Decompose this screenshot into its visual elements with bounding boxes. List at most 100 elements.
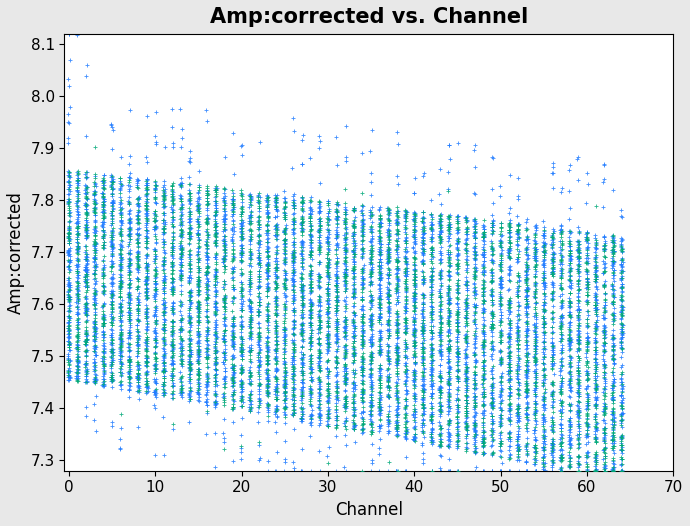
Point bbox=[244, 218, 255, 227]
Point bbox=[209, 210, 220, 219]
Point bbox=[237, 229, 248, 237]
Point bbox=[209, 374, 220, 382]
Point bbox=[106, 291, 117, 299]
Point bbox=[564, 166, 575, 174]
Point bbox=[90, 320, 101, 328]
Point bbox=[168, 275, 179, 283]
Point bbox=[521, 295, 532, 304]
Point bbox=[401, 339, 412, 348]
Point bbox=[219, 201, 230, 209]
Point bbox=[486, 277, 497, 285]
Point bbox=[495, 372, 506, 380]
Point bbox=[520, 266, 531, 275]
Point bbox=[72, 279, 83, 287]
Point bbox=[107, 270, 118, 279]
Point bbox=[279, 325, 290, 333]
Point bbox=[201, 397, 212, 406]
Point bbox=[201, 296, 212, 304]
Point bbox=[116, 264, 127, 272]
Point bbox=[132, 316, 144, 325]
Point bbox=[366, 295, 377, 304]
Point bbox=[609, 293, 620, 301]
Point bbox=[175, 297, 186, 306]
Point bbox=[322, 239, 333, 247]
Point bbox=[201, 191, 213, 199]
Point bbox=[219, 243, 230, 251]
Point bbox=[167, 345, 178, 353]
Point bbox=[192, 302, 203, 310]
Point bbox=[175, 328, 186, 336]
Point bbox=[80, 226, 91, 234]
Point bbox=[210, 333, 221, 342]
Point bbox=[97, 281, 108, 289]
Point bbox=[297, 350, 308, 359]
Point bbox=[331, 382, 342, 391]
Point bbox=[106, 318, 117, 326]
Point bbox=[504, 223, 515, 231]
Point bbox=[210, 298, 221, 307]
Point bbox=[175, 267, 186, 276]
Point bbox=[246, 251, 257, 259]
Point bbox=[90, 208, 101, 216]
Point bbox=[202, 182, 213, 190]
Point bbox=[124, 219, 135, 227]
Point bbox=[132, 370, 144, 378]
Point bbox=[63, 311, 74, 320]
Point bbox=[81, 210, 92, 219]
Point bbox=[426, 298, 437, 307]
Point bbox=[315, 258, 326, 266]
Point bbox=[253, 198, 264, 206]
Point bbox=[140, 295, 151, 303]
Point bbox=[391, 348, 402, 356]
Point bbox=[478, 267, 489, 276]
Point bbox=[426, 369, 437, 378]
Point bbox=[108, 196, 119, 205]
Point bbox=[141, 184, 152, 193]
Point bbox=[210, 309, 221, 318]
Point bbox=[313, 388, 324, 396]
Point bbox=[279, 413, 290, 421]
Point bbox=[340, 222, 351, 231]
Point bbox=[401, 418, 412, 426]
Point bbox=[470, 430, 481, 438]
Point bbox=[132, 304, 143, 312]
Point bbox=[313, 295, 324, 303]
Point bbox=[478, 297, 489, 305]
Point bbox=[555, 411, 566, 420]
Point bbox=[460, 373, 471, 382]
Point bbox=[192, 257, 203, 266]
Point bbox=[99, 366, 110, 375]
Point bbox=[123, 372, 134, 380]
Point bbox=[81, 306, 92, 314]
Point bbox=[555, 438, 566, 447]
Point bbox=[184, 304, 195, 312]
Point bbox=[150, 297, 161, 305]
Point bbox=[443, 299, 454, 307]
Point bbox=[254, 380, 265, 389]
Point bbox=[107, 201, 118, 210]
Point bbox=[218, 215, 229, 224]
Point bbox=[72, 282, 83, 290]
Point bbox=[555, 454, 566, 462]
Point bbox=[141, 261, 152, 270]
Point bbox=[572, 296, 583, 305]
Point bbox=[132, 199, 143, 208]
Point bbox=[408, 301, 420, 310]
Point bbox=[271, 282, 282, 291]
Point bbox=[270, 337, 282, 345]
Point bbox=[184, 358, 195, 366]
Point bbox=[469, 363, 480, 371]
Point bbox=[253, 191, 264, 199]
Point bbox=[615, 391, 627, 399]
Point bbox=[306, 313, 317, 321]
Point bbox=[426, 220, 437, 229]
Point bbox=[192, 376, 203, 384]
Point bbox=[503, 310, 514, 318]
Point bbox=[167, 190, 178, 199]
Point bbox=[341, 265, 352, 274]
Point bbox=[349, 331, 360, 339]
Point bbox=[193, 379, 204, 388]
Point bbox=[504, 360, 515, 368]
Point bbox=[270, 220, 282, 229]
Point bbox=[339, 272, 351, 281]
